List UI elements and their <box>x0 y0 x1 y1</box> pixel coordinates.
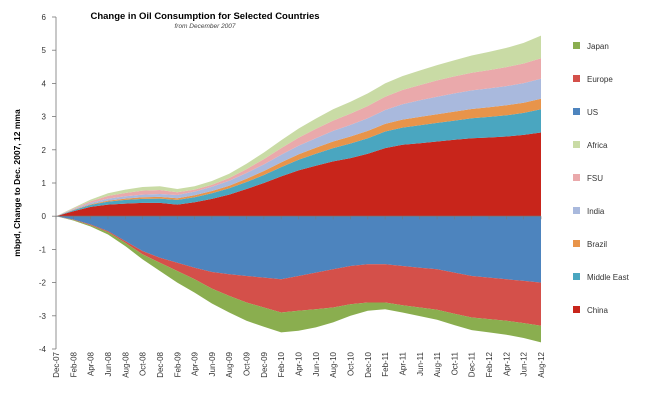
area-us <box>56 216 541 283</box>
y-tick-label: 3 <box>42 113 47 122</box>
y-tick-label: 1 <box>42 179 47 188</box>
legend: Japan Europe US Africa FSU India Brazil Middle … <box>573 42 630 315</box>
y-tick-label: 6 <box>42 13 47 22</box>
x-tick-label: Oct-11 <box>450 351 459 375</box>
area-middle-east <box>56 109 541 217</box>
x-tick-label: Aug-12 <box>537 351 546 377</box>
x-tick-label: Feb-11 <box>381 351 390 376</box>
x-tick-label: Dec-09 <box>260 351 269 377</box>
x-tick-label: Jun-12 <box>520 351 529 376</box>
legend-label-china: China <box>587 306 608 315</box>
legend-swatch-japan <box>573 42 580 49</box>
y-axis-label: mbpd, Change to Dec. 2007, 12 mma <box>12 109 22 257</box>
x-tick-label: Jun-11 <box>416 351 425 375</box>
area-europe <box>56 216 541 326</box>
x-tick-label: Apr-08 <box>87 351 96 376</box>
x-tick-label: Apr-12 <box>502 351 511 376</box>
legend-swatch-us <box>573 108 580 115</box>
x-tick-label: Feb-09 <box>173 351 182 377</box>
legend-label-india: India <box>587 207 605 216</box>
legend-swatch-china <box>573 306 580 313</box>
chart-title: Change in Oil Consumption for Selected C… <box>90 11 319 22</box>
x-tick-label: Oct-10 <box>347 351 356 376</box>
legend-label-africa: Africa <box>587 141 608 150</box>
x-tick-label: Apr-10 <box>295 351 304 376</box>
area-fsu <box>56 58 541 217</box>
area-africa <box>56 35 541 217</box>
axes: -4 -3 -2 -1 0 1 2 3 4 5 6 Dec-07 Feb-08 Apr-08 Jun-08 A… <box>39 13 546 378</box>
y-tick-label: 5 <box>42 46 47 55</box>
y-tick-label: -1 <box>39 245 47 254</box>
x-tick-label: Aug-11 <box>433 351 442 377</box>
x-tick-label: Dec-08 <box>156 351 165 377</box>
x-tick-label: Apr-11 <box>398 351 407 375</box>
x-tick-label: Aug-08 <box>121 351 130 377</box>
x-tick-label: Jun-10 <box>312 351 321 376</box>
x-tick-label: Dec-07 <box>52 351 61 377</box>
y-tick-label: -3 <box>39 312 47 321</box>
x-tick-label: Aug-10 <box>329 351 338 377</box>
legend-label-fsu: FSU <box>587 174 603 183</box>
x-tick-label: Jun-09 <box>208 351 217 376</box>
chart-subtitle: from December 2007 <box>174 23 235 30</box>
legend-swatch-europe <box>573 75 580 82</box>
x-tick-label: Feb-08 <box>69 351 78 377</box>
legend-swatch-middle-east <box>573 273 580 280</box>
legend-label-europe: Europe <box>587 75 613 84</box>
y-tick-label: 4 <box>42 79 47 88</box>
legend-swatch-fsu <box>573 174 580 181</box>
legend-label-middle-east: Middle East <box>587 273 630 282</box>
x-tick-label: Oct-08 <box>139 351 148 376</box>
x-tick-label: Dec-10 <box>364 351 373 377</box>
x-tick-label: Aug-09 <box>225 351 234 377</box>
x-tick-label: Feb-10 <box>277 351 286 377</box>
y-tick-label: 0 <box>42 212 47 221</box>
area-brazil <box>56 98 541 217</box>
x-tick-label: Apr-09 <box>191 351 200 376</box>
legend-swatch-india <box>573 207 580 214</box>
x-tick-label: Oct-09 <box>243 351 252 376</box>
x-tick-label: Jun-08 <box>104 351 113 376</box>
legend-swatch-brazil <box>573 240 580 247</box>
y-tick-label: 2 <box>42 146 47 155</box>
legend-label-japan: Japan <box>587 42 609 51</box>
area-japan <box>56 216 541 343</box>
areas <box>56 35 541 343</box>
x-tick-label: Dec-11 <box>468 351 477 377</box>
legend-label-us: US <box>587 108 598 117</box>
y-tick-label: -2 <box>39 279 47 288</box>
legend-label-brazil: Brazil <box>587 240 607 249</box>
x-tick-label: Feb-12 <box>485 351 494 377</box>
legend-swatch-africa <box>573 141 580 148</box>
y-tick-label: -4 <box>39 345 47 354</box>
area-china <box>56 132 541 217</box>
area-india <box>56 78 541 217</box>
